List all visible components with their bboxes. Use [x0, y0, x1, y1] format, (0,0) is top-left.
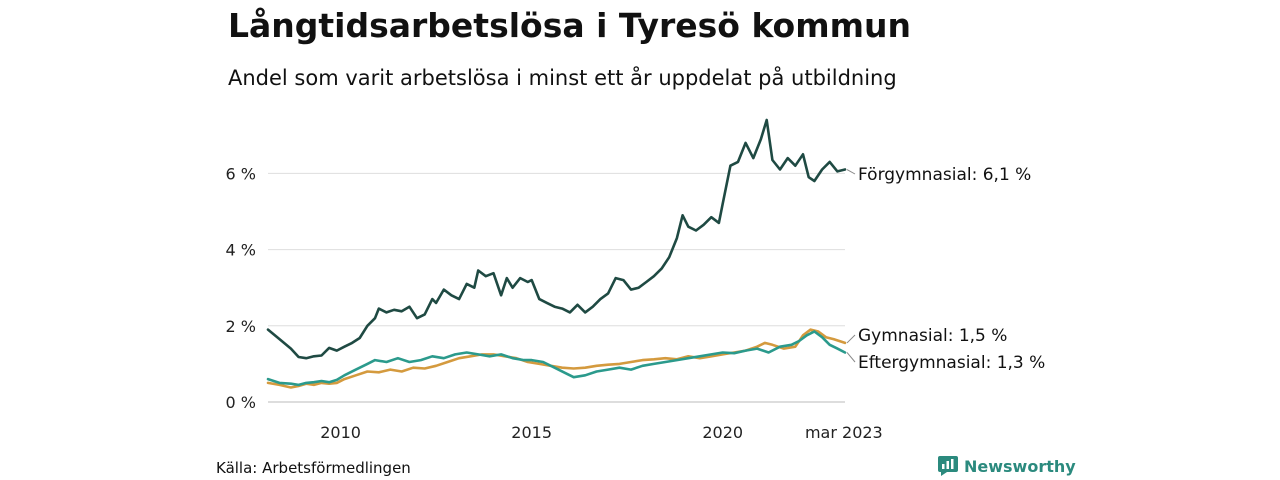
x-tick-label: mar 2023 — [805, 423, 883, 442]
grid-layer — [268, 172, 845, 403]
line-chart: 0 % 2 % 4 % 6 % 2010 2015 2020 mar 2023 Förgym… — [226, 118, 1045, 442]
series-line-eftergymnasial — [266, 330, 847, 387]
series-labels: Förgymnasial: 6,1 % Gymnasial: 1,5 % Efter… — [846, 165, 1045, 373]
series-end-label: Eftergymnasial: 1,3 % — [858, 353, 1045, 373]
series-line-gymnasial — [266, 328, 847, 389]
chart-subtitle: Andel som varit arbetslösa i minst ett å… — [228, 66, 897, 90]
x-axis: 2010 2015 2020 mar 2023 — [320, 423, 883, 442]
label-leader-line — [846, 352, 856, 363]
label-leader-line — [846, 169, 856, 175]
x-tick-label: 2010 — [320, 423, 361, 442]
brand-name: Newsworthy — [964, 456, 1076, 476]
x-tick-label: 2015 — [511, 423, 552, 442]
x-tick-label: 2020 — [702, 423, 743, 442]
y-tick-label: 2 % — [226, 317, 256, 336]
series-layer — [266, 118, 847, 389]
y-axis: 0 % 2 % 4 % 6 % — [226, 164, 256, 412]
y-tick-label: 0 % — [226, 393, 256, 412]
series-end-label: Gymnasial: 1,5 % — [858, 326, 1007, 346]
chart-title: Långtidsarbetslösa i Tyresö kommun — [228, 6, 911, 45]
source-note: Källa: Arbetsförmedlingen — [216, 459, 411, 477]
label-leader-line — [846, 334, 856, 344]
y-tick-label: 4 % — [226, 241, 256, 260]
brand[interactable]: Newsworthy — [938, 456, 1076, 476]
series-end-label: Förgymnasial: 6,1 % — [858, 165, 1031, 185]
y-tick-label: 6 % — [226, 164, 256, 183]
newsworthy-logo-icon — [938, 456, 958, 476]
series-line-förgymnasial — [266, 118, 847, 360]
